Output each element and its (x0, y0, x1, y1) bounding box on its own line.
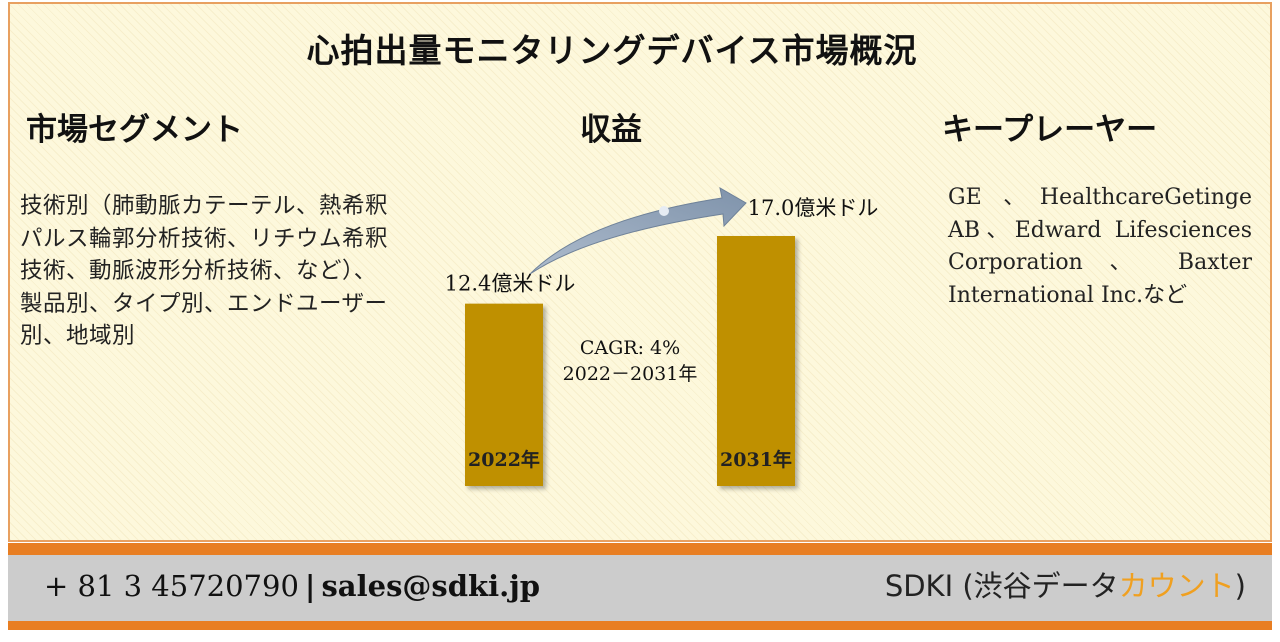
page-title: 心拍出量モニタリングデバイス市場概況 (306, 31, 918, 70)
brand-close-text: ) (1234, 569, 1246, 603)
market-segment-heading: 市場セグメント (26, 112, 243, 148)
contact-info: + 81 3 45720790 | sales@sdki.jp (44, 569, 540, 603)
cagr-label: CAGR: 4% (580, 337, 680, 359)
arrow-highlight-dot (659, 206, 669, 216)
footer-bar: + 81 3 45720790 | sales@sdki.jp SDKI (渋谷デー… (8, 555, 1272, 621)
key-players-text: GE 、HealthcareGetinge AB、Edward Lifescie… (948, 185, 1252, 308)
cagr-period-label: 2022－2031年 (563, 363, 698, 385)
brand-main-text: SDKI (渋谷データ (884, 569, 1119, 603)
email-link[interactable]: sales@sdki.jp (321, 569, 540, 603)
revenue-heading: 収益 (580, 112, 642, 148)
bar-2022 (465, 303, 543, 486)
brand-accent-text: カウント (1118, 569, 1235, 603)
phone-number: + 81 3 45720790 (44, 569, 299, 603)
brand-name: SDKI (渋谷データカウント) (885, 563, 1246, 605)
market-segment-text: 技術別（肺動脈カテーテル、熱希釈パルス輪郭分析技術、リチウム希釈技術、動脈波形分… (20, 193, 389, 349)
footer-top-stripe (8, 543, 1272, 555)
growth-arrow (529, 187, 747, 275)
revenue-chart: 12.4億米ドル 17.0億米ドル 2022年 2031年 CAGR: 4% 2… (445, 187, 879, 486)
bar-2031 (717, 236, 795, 486)
bar-2031-category-label: 2031年 (720, 448, 792, 471)
bar-2022-value-label: 12.4億米ドル (445, 272, 576, 296)
bar-2031-value-label: 17.0億米ドル (748, 196, 879, 220)
key-players-heading: キープレーヤー (942, 112, 1158, 148)
infographic-panel: 心拍出量モニタリングデバイス市場概況 市場セグメント 収益 キープレーヤー 技術… (8, 2, 1272, 542)
footer-bottom-stripe (8, 621, 1272, 630)
bar-2022-category-label: 2022年 (468, 448, 540, 471)
contact-separator: | (304, 569, 316, 603)
